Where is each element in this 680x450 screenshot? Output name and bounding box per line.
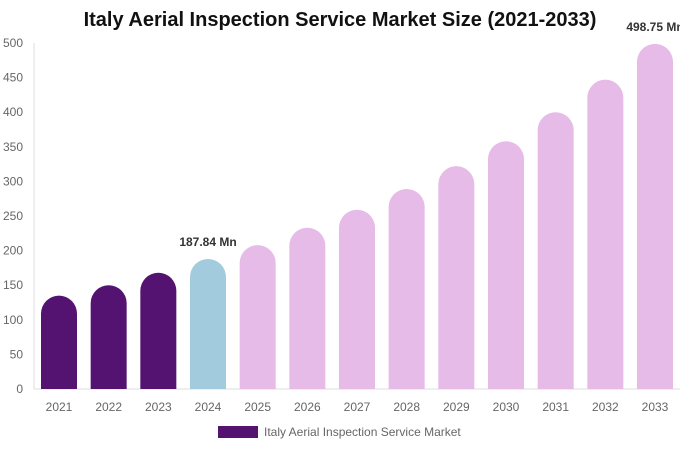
bar-2022[interactable] bbox=[90, 285, 127, 389]
y-tick-label: 500 bbox=[3, 36, 23, 50]
data-label: 187.84 Mn bbox=[179, 235, 236, 249]
x-tick-label: 2032 bbox=[592, 400, 619, 414]
bar-2027[interactable] bbox=[339, 209, 375, 389]
chart-title: Italy Aerial Inspection Service Market S… bbox=[83, 9, 597, 31]
y-tick-label: 50 bbox=[10, 347, 24, 361]
legend[interactable]: Italy Aerial Inspection Service Market bbox=[218, 425, 461, 439]
x-tick-label: 2033 bbox=[642, 400, 669, 414]
x-tick-label: 2022 bbox=[95, 400, 122, 414]
x-tick-label: 2031 bbox=[542, 400, 569, 414]
bar-2032[interactable] bbox=[587, 79, 624, 390]
legend-label: Italy Aerial Inspection Service Market bbox=[264, 425, 461, 439]
x-tick-label: 2023 bbox=[145, 400, 172, 414]
bar-2024[interactable] bbox=[190, 259, 226, 389]
x-tick-label: 2029 bbox=[443, 400, 470, 414]
bar-2021[interactable] bbox=[41, 295, 77, 389]
y-tick-label: 0 bbox=[16, 382, 23, 396]
y-tick-label: 400 bbox=[3, 105, 23, 119]
bar-2031[interactable] bbox=[537, 112, 574, 389]
data-label: 498.75 Mn bbox=[626, 20, 680, 34]
y-tick-label: 100 bbox=[3, 313, 23, 327]
y-tick-label: 350 bbox=[3, 140, 23, 154]
y-tick-label: 200 bbox=[3, 244, 23, 258]
legend-swatch bbox=[218, 426, 258, 438]
bar-2023[interactable] bbox=[140, 272, 177, 389]
x-tick-label: 2025 bbox=[244, 400, 271, 414]
bar-2026[interactable] bbox=[289, 227, 326, 389]
bar-2033[interactable] bbox=[637, 43, 673, 390]
x-tick-label: 2026 bbox=[294, 400, 321, 414]
x-tick-label: 2030 bbox=[493, 400, 520, 414]
y-tick-label: 300 bbox=[3, 174, 23, 188]
y-tick-label: 450 bbox=[3, 71, 23, 85]
y-tick-label: 250 bbox=[3, 209, 23, 223]
y-tick-label: 150 bbox=[3, 278, 23, 292]
bar-2025[interactable] bbox=[239, 245, 276, 389]
bar-2030[interactable] bbox=[488, 141, 524, 389]
x-tick-label: 2021 bbox=[46, 400, 73, 414]
bar-2029[interactable] bbox=[438, 166, 475, 389]
bar-2028[interactable] bbox=[388, 189, 425, 389]
x-tick-label: 2024 bbox=[195, 400, 222, 414]
x-tick-label: 2028 bbox=[393, 400, 420, 414]
x-tick-label: 2027 bbox=[344, 400, 371, 414]
